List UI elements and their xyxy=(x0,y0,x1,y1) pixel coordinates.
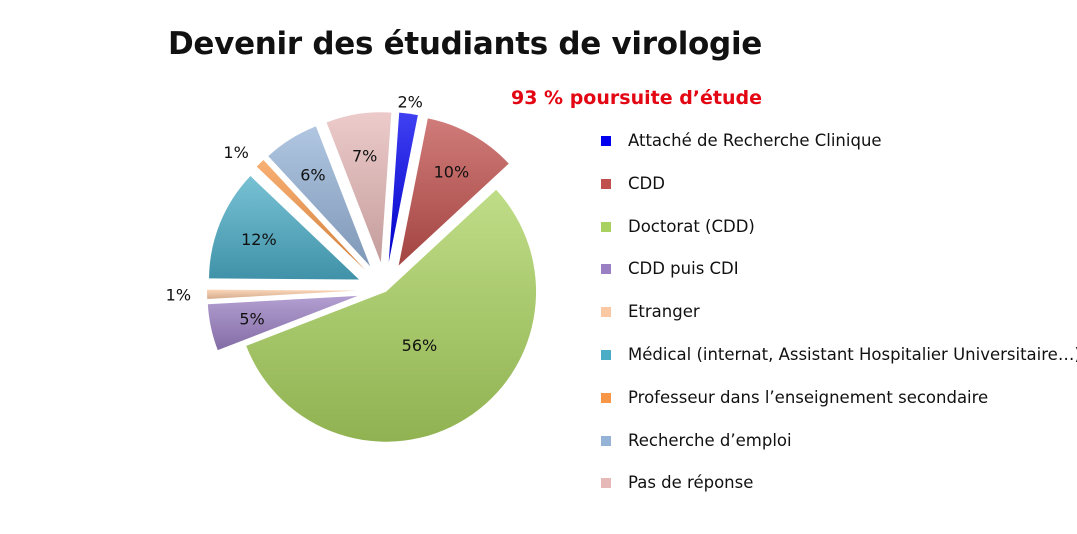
legend-label: Recherche d’emploi xyxy=(628,430,792,450)
pie-slice xyxy=(256,159,366,271)
legend-swatch xyxy=(601,178,611,189)
legend-swatch xyxy=(601,264,611,275)
legend-label: Médical (internat, Assistant Hospitalier… xyxy=(628,345,1077,364)
legend-swatch xyxy=(601,307,611,318)
slice-label: 5% xyxy=(239,310,264,329)
legend-label: Pas de réponse xyxy=(628,473,754,493)
pie-slice xyxy=(326,112,392,263)
slice-label: 56% xyxy=(402,336,438,355)
legend-label: CDD puis CDI xyxy=(628,259,739,279)
pie-slice xyxy=(268,126,371,267)
slice-label: 7% xyxy=(352,147,377,166)
legend-swatch xyxy=(601,478,611,489)
legend-label: Doctorat (CDD) xyxy=(628,216,755,236)
pie-slice xyxy=(388,112,418,263)
slice-label: 1% xyxy=(223,143,248,162)
legend-label: Professeur dans l’enseignement secondair… xyxy=(628,387,989,407)
pie-slice xyxy=(209,176,360,280)
slice-label: 6% xyxy=(300,166,325,185)
chart-title: Devenir des étudiants de virologie xyxy=(168,26,762,62)
slice-label: 10% xyxy=(434,162,470,181)
slice-label: 1% xyxy=(166,286,191,305)
legend-swatch xyxy=(601,350,611,360)
slice-label: 12% xyxy=(241,230,277,249)
legend-swatch xyxy=(601,221,611,232)
pie-slice xyxy=(398,118,509,266)
legend-swatch xyxy=(601,435,611,446)
legend-label: Attaché de Recherche Clinique xyxy=(628,131,882,150)
chart-subtitle: 93 % poursuite d’étude xyxy=(511,87,762,109)
legend-label: Etranger xyxy=(628,302,700,322)
pie-slice xyxy=(207,289,358,300)
pie-slice xyxy=(207,295,358,351)
slice-label: 2% xyxy=(397,93,422,112)
legend-label: CDD xyxy=(628,173,665,193)
pie-slice xyxy=(246,189,537,442)
legend-swatch xyxy=(601,392,611,403)
legend-swatch xyxy=(601,136,611,146)
